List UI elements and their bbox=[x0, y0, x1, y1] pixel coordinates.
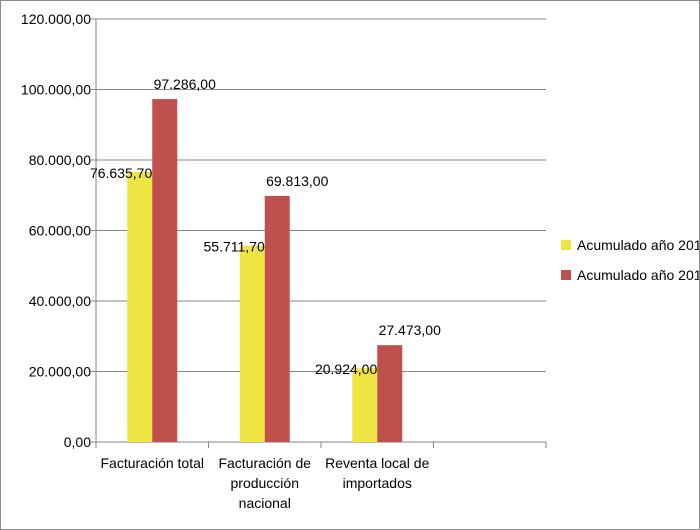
y-tick-label: 80.000,00 bbox=[29, 152, 91, 168]
y-tick-label: 60.000,00 bbox=[29, 223, 91, 239]
bar bbox=[152, 99, 178, 443]
bar bbox=[264, 195, 290, 442]
bar bbox=[352, 368, 378, 442]
legend-swatch bbox=[561, 270, 571, 280]
y-tick-label: 120.000,00 bbox=[21, 11, 91, 27]
x-category-label: producción bbox=[231, 475, 300, 491]
y-tick-label: 40.000,00 bbox=[29, 293, 91, 309]
legend-label: Acumulado año 2017 bbox=[577, 267, 699, 283]
y-tick-label: 20.000,00 bbox=[29, 364, 91, 380]
bar bbox=[377, 345, 403, 442]
data-label: 69.813,00 bbox=[266, 173, 328, 189]
data-label: 97.286,00 bbox=[154, 76, 216, 92]
x-category-label: nacional bbox=[239, 495, 291, 511]
legend-label: Acumulado año 2016 bbox=[577, 237, 699, 253]
y-tick-label: 100.000,00 bbox=[21, 82, 91, 98]
bar bbox=[127, 171, 153, 442]
x-category-label: Facturación de bbox=[218, 455, 311, 471]
data-label: 27.473,00 bbox=[379, 322, 441, 338]
data-label: 76.635,70 bbox=[90, 165, 152, 181]
y-tick-label: 0,00 bbox=[64, 434, 91, 450]
data-label: 55.711,70 bbox=[204, 239, 265, 255]
x-category-label: importados bbox=[343, 475, 412, 491]
x-category-label: Facturación total bbox=[101, 455, 205, 471]
x-category-label: Reventa local de bbox=[325, 455, 430, 471]
data-label: 20.924,00 bbox=[315, 361, 377, 377]
legend-swatch bbox=[561, 240, 571, 250]
bar bbox=[239, 245, 265, 442]
